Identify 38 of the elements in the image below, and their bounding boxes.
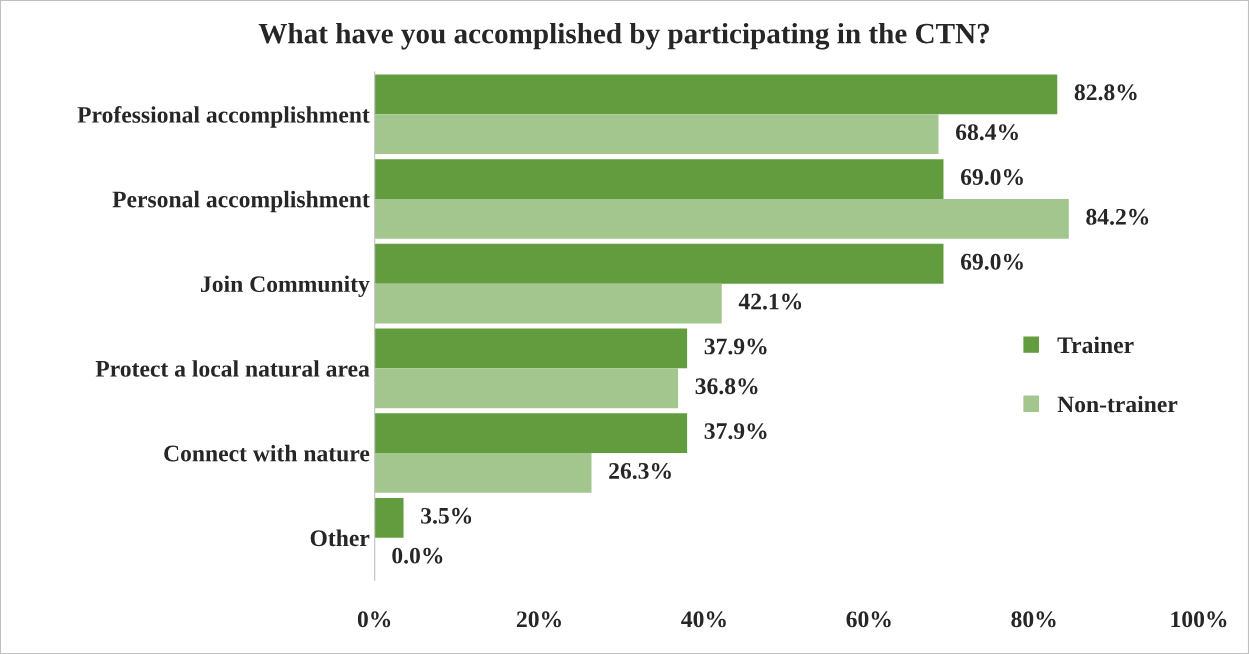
data-label: 42.1% [738,293,802,310]
x-tick-label: 0% [357,611,391,628]
y-tick-label: Other [310,529,370,547]
bar [374,413,688,454]
x-tick-label: 60% [846,611,891,628]
bar [374,198,1069,239]
bar [374,114,939,155]
data-label: 3.5% [421,507,472,524]
bar [374,368,679,409]
y-tick-label: Personal accomplishment [112,190,370,213]
data-label: 37.9% [704,423,767,440]
bar [374,159,944,199]
data-label: 84.2% [1086,208,1149,225]
bar [374,74,1058,115]
data-label: 26.3% [609,462,671,479]
bar [374,283,722,324]
x-tick-label: 80% [1011,611,1056,628]
bar [374,497,404,538]
y-tick-label: Join Community [201,275,370,297]
bar [374,453,592,493]
data-label: 82.8% [1074,84,1137,101]
x-tick-label: 100% [1171,611,1227,628]
x-tick-label: 20% [516,611,561,628]
bar [374,243,944,284]
legend-label: Non-trainer [1057,395,1178,413]
x-tick-label: 40% [681,611,726,628]
data-label: 69.0% [960,253,1023,270]
data-label: 69.0% [960,169,1023,186]
y-tick-label: Connect with nature [164,444,370,462]
bar [374,328,688,369]
data-label: 68.4% [956,124,1018,141]
y-tick-label: Professional accomplishment [77,105,370,128]
y-tick-label: Protect a local natural area [95,360,370,377]
data-label: 0.0% [392,547,443,564]
data-label: 37.9% [704,338,767,355]
chart-title: What have you accomplished by participating in the CTN? [258,22,990,50]
legend-label: Trainer [1057,336,1134,354]
data-label: 36.8% [695,378,758,395]
